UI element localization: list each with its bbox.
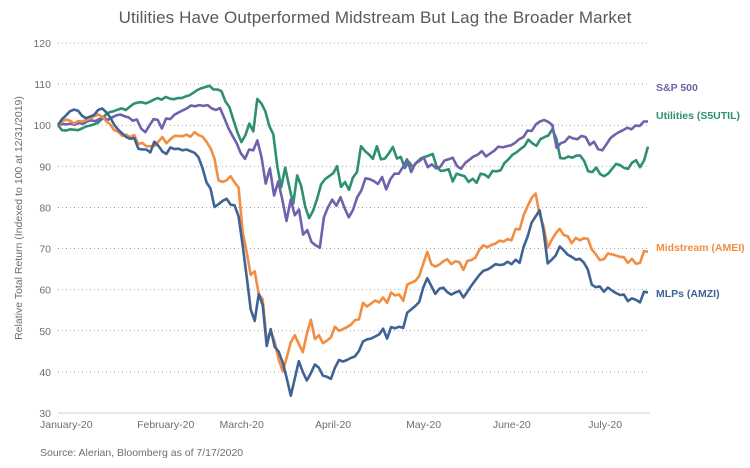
- x-tick-label: January-20: [40, 419, 93, 431]
- y-tick-label: 100: [33, 120, 51, 132]
- series-line-mlps-amzi: [56, 107, 649, 398]
- y-tick-label: 30: [39, 408, 51, 420]
- x-tick-label: April-20: [315, 419, 351, 431]
- y-tick-label: 110: [34, 79, 51, 91]
- x-tick-label: June-20: [493, 419, 531, 431]
- series-line-utilities-s5util: [56, 84, 650, 220]
- y-tick-label: 70: [39, 244, 51, 256]
- x-axis-ticks: January-20 February-20 March-20 April-20 May…: [40, 419, 622, 431]
- y-axis-label: Relative Total Return (Indexed to 100 at…: [13, 96, 25, 340]
- x-tick-label: May-20: [406, 419, 441, 431]
- legend-label: MLPs (AMZI): [656, 288, 720, 300]
- y-axis-ticks: 30 40 50 60 70 80 90 100 110 120: [33, 38, 51, 420]
- x-tick-label: February-20: [137, 419, 194, 431]
- series-line-s-p-500: [57, 103, 648, 249]
- chart-title: Utilities Have Outperformed Midstream Bu…: [118, 8, 632, 27]
- legend: S&P 500 Utilities (S5UTIL) Midstream (AMEI…: [656, 82, 745, 300]
- y-tick-label: 60: [39, 285, 51, 297]
- legend-label: Midstream (AMEI): [656, 242, 745, 254]
- y-tick-label: 90: [39, 161, 51, 173]
- y-tick-label: 80: [39, 202, 51, 214]
- x-tick-label: July-20: [588, 419, 622, 431]
- y-tick-label: 40: [39, 367, 51, 379]
- source-note: Source: Alerian, Bloomberg as of 7/17/20…: [40, 447, 244, 459]
- legend-label: S&P 500: [656, 82, 698, 94]
- y-tick-label: 120: [33, 38, 51, 50]
- series-lines: [56, 84, 650, 398]
- legend-label: Utilities (S5UTIL): [656, 110, 740, 122]
- y-tick-label: 50: [39, 326, 51, 338]
- x-tick-label: March-20: [220, 419, 265, 431]
